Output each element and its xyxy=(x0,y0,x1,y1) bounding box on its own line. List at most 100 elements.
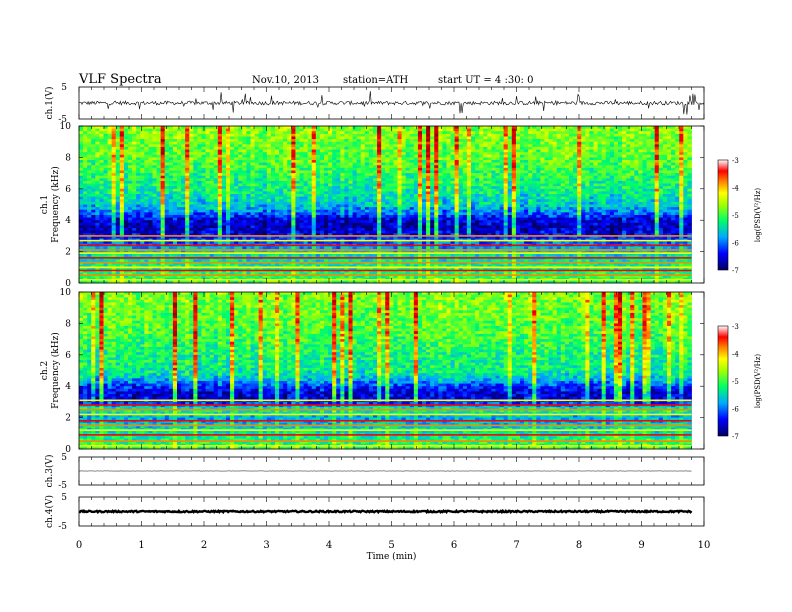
spectrogram-cell xyxy=(189,165,194,169)
spectrogram-cell xyxy=(401,152,407,156)
spectrogram-cell xyxy=(132,217,137,221)
spectrogram-cell xyxy=(119,160,125,164)
spectrogram-cell xyxy=(385,165,390,169)
spectrogram-cell xyxy=(385,146,390,150)
spectrogram-cell xyxy=(307,272,313,276)
spectrogram-cell xyxy=(352,241,358,245)
spectrogram-cell xyxy=(299,254,304,258)
spectrogram-cell xyxy=(99,146,104,150)
spectrogram-cell xyxy=(87,154,92,158)
spectrogram-cell xyxy=(164,146,170,150)
spectrogram-cell xyxy=(324,152,329,156)
spectrogram-cell xyxy=(283,262,288,266)
spectrogram-cell xyxy=(381,194,386,198)
spectrogram-cell xyxy=(115,280,121,284)
spectrogram-cell xyxy=(413,162,419,166)
spectrogram-cell xyxy=(205,188,211,192)
spectrogram-cell xyxy=(152,165,157,169)
spectrogram-cell xyxy=(397,275,402,279)
spectrogram-cell xyxy=(360,272,366,276)
spectrogram-cell xyxy=(160,230,166,234)
spectrogram-cell xyxy=(348,228,353,232)
spectrogram-cell xyxy=(115,230,121,234)
spectrogram-cell xyxy=(364,201,370,205)
spectrogram-cell xyxy=(168,204,174,208)
spectrogram-cell xyxy=(311,246,317,250)
spectrogram-cell xyxy=(299,269,304,273)
spectrogram-cell xyxy=(168,272,174,276)
spectrogram-cell xyxy=(83,228,88,232)
spectrogram-cell xyxy=(364,212,370,216)
spectrogram-cell xyxy=(168,157,174,161)
spectrogram-cell xyxy=(177,128,182,132)
spectrogram-cell xyxy=(385,230,390,234)
spectrogram-cell xyxy=(177,225,182,229)
spectrogram-cell xyxy=(177,264,182,268)
spectrogram-cell xyxy=(111,196,117,200)
spectrogram-cell xyxy=(364,241,370,245)
spectrogram-cell xyxy=(385,126,390,130)
spectrogram-cell xyxy=(144,199,149,203)
spectrogram-cell xyxy=(393,222,398,226)
spectrogram-cell xyxy=(275,241,280,245)
spectrogram-cell xyxy=(303,222,309,226)
spectrogram-cell xyxy=(328,280,333,284)
spectrogram-cell xyxy=(226,183,231,187)
spectrogram-cell xyxy=(201,217,206,221)
spectrogram-cell xyxy=(389,173,394,177)
spectrogram-cell xyxy=(144,178,149,182)
spectrogram-cell xyxy=(401,165,407,169)
spectrogram-cell xyxy=(221,160,227,164)
spectrogram-cell xyxy=(91,220,96,224)
spectrogram-cell xyxy=(221,269,227,273)
spectrogram-cell xyxy=(79,241,84,245)
spectrogram-cell xyxy=(79,199,84,203)
spectrogram-cell xyxy=(364,175,370,179)
spectrogram-cell xyxy=(352,217,358,221)
spectrogram-cell xyxy=(83,220,88,224)
spectrogram-cell xyxy=(87,209,92,213)
spectrogram-cell xyxy=(123,228,129,232)
spectrogram-cell xyxy=(111,175,117,179)
spectrogram-cell xyxy=(242,204,247,208)
spectrogram-cell xyxy=(332,152,337,156)
spectrogram-cell xyxy=(270,212,276,216)
spectrogram-cell xyxy=(193,167,198,171)
spectrogram-cell xyxy=(148,188,153,192)
spectrogram-cell xyxy=(324,157,329,161)
spectrogram-cell xyxy=(360,209,366,213)
spectrogram-cell xyxy=(246,214,251,218)
spectrogram-cell xyxy=(340,175,345,179)
spectrogram-cell xyxy=(360,131,366,135)
spectrogram-cell xyxy=(389,225,394,229)
spectrogram-cell xyxy=(262,262,268,266)
spectrogram-cell xyxy=(279,178,284,182)
spectrogram-cell xyxy=(164,133,170,137)
spectrogram-cell xyxy=(152,280,157,284)
spectrogram-cell xyxy=(413,175,419,179)
spectrogram-cell xyxy=(254,207,260,211)
spectrogram-cell xyxy=(250,259,255,263)
spectrogram-cell xyxy=(234,131,239,135)
spectrogram-cell xyxy=(128,209,133,213)
spectrogram-cell xyxy=(103,186,108,190)
spectrogram-cell xyxy=(275,133,280,137)
spectrogram-cell xyxy=(336,275,341,279)
spectrogram-cell xyxy=(140,144,145,148)
spectrogram-cell xyxy=(177,275,182,279)
spectrogram-cell xyxy=(328,139,333,143)
spectrogram-cell xyxy=(103,233,108,237)
spectrogram-cell xyxy=(230,222,235,226)
spectrogram-cell xyxy=(168,154,174,158)
spectrogram-cell xyxy=(336,162,341,166)
spectrogram-cell xyxy=(119,180,125,184)
spectrogram-cell xyxy=(213,183,219,187)
spectrogram-cell xyxy=(254,217,260,221)
spectrogram-cell xyxy=(319,188,325,192)
spectrogram-cell xyxy=(295,269,300,273)
spectrogram-cell xyxy=(79,217,84,221)
spectrogram-cell xyxy=(352,254,358,258)
spectrogram-cell xyxy=(168,267,174,271)
spectrogram-cell xyxy=(197,204,202,208)
spectrogram-cell xyxy=(401,199,407,203)
